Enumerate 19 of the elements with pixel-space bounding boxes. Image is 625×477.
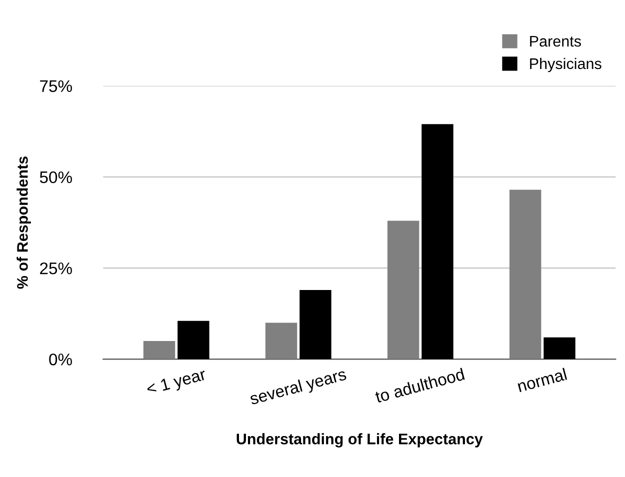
y-tick-label: 75% [40,80,72,92]
bar [387,220,420,360]
bar [422,124,454,360]
y-tick-label: 0% [49,354,72,366]
bar [178,320,210,360]
bar [143,340,176,360]
y-tick-label: 25% [40,262,72,274]
x-tick-label: normal [516,368,568,392]
legend-label: Physicians [530,58,602,72]
y-tick-label: 50% [40,171,72,184]
y-axis-title: % of Respondents [16,156,31,289]
x-tick-label: several years [248,368,348,408]
bar [544,337,576,360]
bar [509,190,542,360]
bar [265,322,298,360]
x-tick-label: < 1 year [146,368,208,398]
bar [300,290,332,360]
legend-label: Parents [530,36,581,47]
x-axis-title: Understanding of Life Expectancy [236,433,483,448]
